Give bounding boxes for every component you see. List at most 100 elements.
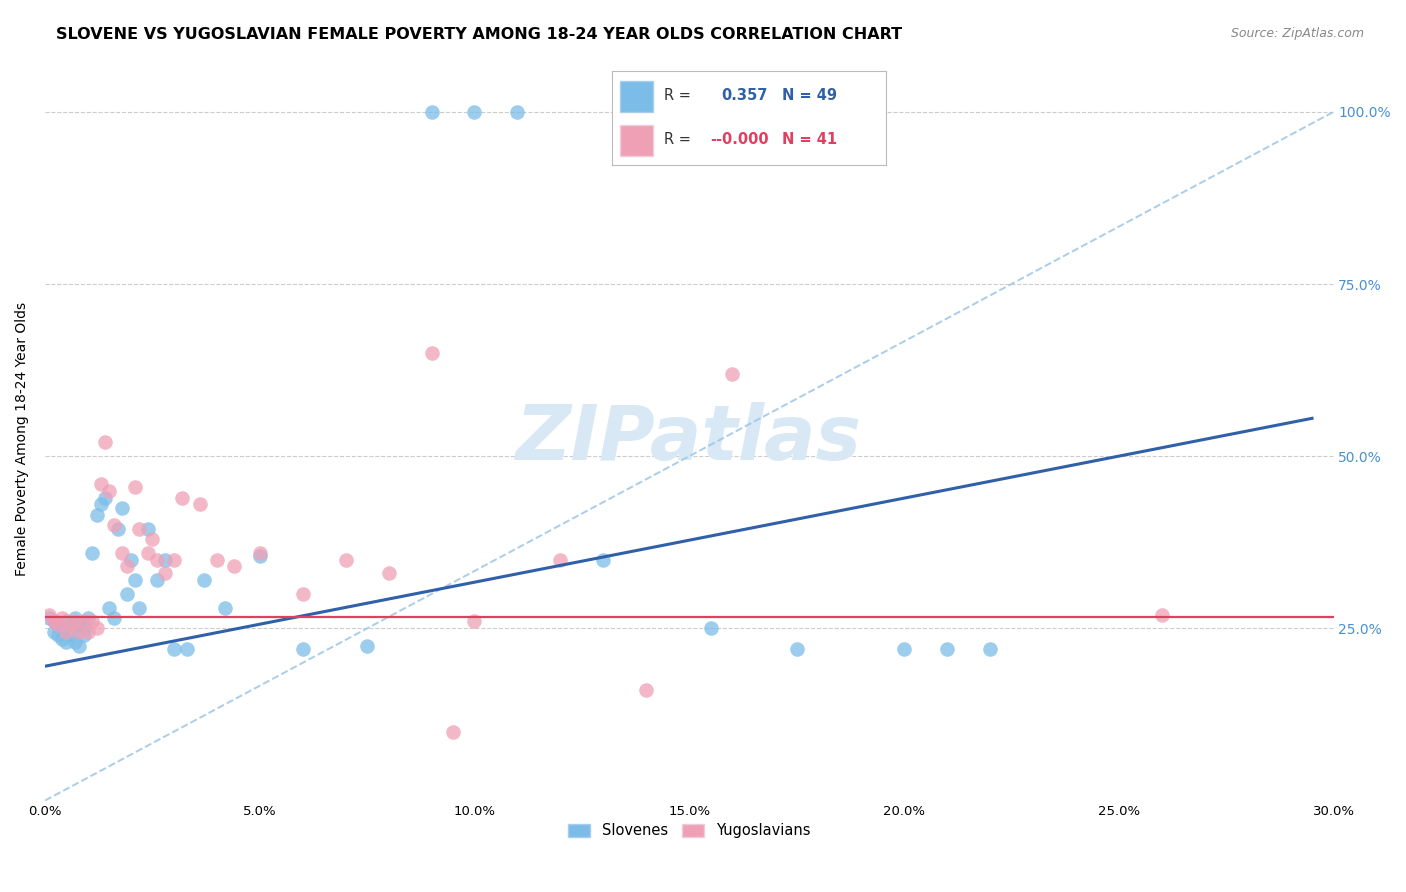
Point <box>163 642 186 657</box>
Point <box>107 522 129 536</box>
Point <box>63 611 86 625</box>
Point <box>188 497 211 511</box>
Point <box>699 621 721 635</box>
Text: N = 49: N = 49 <box>782 87 837 103</box>
Point <box>721 367 744 381</box>
Point <box>42 615 65 629</box>
Point <box>377 566 399 581</box>
Text: R =: R = <box>664 87 690 103</box>
Point <box>936 642 959 657</box>
Point <box>420 104 443 119</box>
Point <box>145 552 167 566</box>
Point <box>128 600 150 615</box>
Point <box>94 435 117 450</box>
Point <box>222 559 245 574</box>
Point <box>441 724 464 739</box>
Point <box>120 552 142 566</box>
Text: ZIPatlas: ZIPatlas <box>516 402 862 476</box>
FancyBboxPatch shape <box>620 81 652 112</box>
Point <box>141 532 163 546</box>
Point <box>124 480 146 494</box>
Point <box>463 615 485 629</box>
Point <box>249 549 271 563</box>
Point <box>356 639 378 653</box>
Point <box>72 621 94 635</box>
Point <box>55 615 77 629</box>
Point <box>506 104 529 119</box>
Point <box>46 618 69 632</box>
Legend: Slovenes, Yugoslavians: Slovenes, Yugoslavians <box>562 817 817 844</box>
Point <box>136 546 159 560</box>
Point <box>51 621 73 635</box>
Point <box>979 642 1001 657</box>
Point <box>176 642 198 657</box>
Point <box>550 552 572 566</box>
Point <box>291 587 314 601</box>
Point <box>38 607 60 622</box>
Point <box>249 546 271 560</box>
Point <box>155 566 177 581</box>
Point <box>115 559 138 574</box>
Point <box>42 615 65 629</box>
Point <box>893 642 915 657</box>
Point <box>463 104 485 119</box>
Point <box>335 552 357 566</box>
Point <box>63 635 86 649</box>
Text: N = 41: N = 41 <box>782 132 837 147</box>
Point <box>46 618 69 632</box>
Point <box>145 573 167 587</box>
Point <box>90 476 112 491</box>
Point <box>72 615 94 629</box>
Point <box>205 552 228 566</box>
Point <box>128 522 150 536</box>
Point <box>163 552 186 566</box>
Point <box>59 618 82 632</box>
Point <box>98 483 121 498</box>
Point <box>193 573 215 587</box>
Point <box>59 621 82 635</box>
Point <box>136 522 159 536</box>
Point <box>86 621 108 635</box>
Point <box>155 552 177 566</box>
Point <box>98 600 121 615</box>
Point <box>1150 607 1173 622</box>
Point <box>46 628 69 642</box>
Point <box>55 624 77 639</box>
Point <box>94 491 117 505</box>
Point <box>111 500 134 515</box>
Point <box>55 635 77 649</box>
Text: Source: ZipAtlas.com: Source: ZipAtlas.com <box>1230 27 1364 40</box>
Point <box>214 600 236 615</box>
Point <box>111 546 134 560</box>
Point <box>67 624 90 639</box>
Text: SLOVENE VS YUGOSLAVIAN FEMALE POVERTY AMONG 18-24 YEAR OLDS CORRELATION CHART: SLOVENE VS YUGOSLAVIAN FEMALE POVERTY AM… <box>56 27 903 42</box>
Point <box>77 624 100 639</box>
Point <box>103 611 125 625</box>
Point <box>786 642 808 657</box>
Point <box>291 642 314 657</box>
Point <box>103 518 125 533</box>
Text: --0.000: --0.000 <box>710 132 769 147</box>
Point <box>38 611 60 625</box>
Point <box>42 624 65 639</box>
FancyBboxPatch shape <box>620 125 652 156</box>
Point <box>77 611 100 625</box>
Point <box>172 491 194 505</box>
Point <box>63 615 86 629</box>
Point <box>420 346 443 360</box>
Point <box>51 611 73 625</box>
Point <box>67 639 90 653</box>
Text: 0.357: 0.357 <box>721 87 768 103</box>
Text: R =: R = <box>664 132 690 147</box>
Point <box>72 628 94 642</box>
Point <box>592 552 614 566</box>
Point <box>67 618 90 632</box>
Point <box>82 546 104 560</box>
Point <box>59 628 82 642</box>
Y-axis label: Female Poverty Among 18-24 Year Olds: Female Poverty Among 18-24 Year Olds <box>15 301 30 576</box>
Point <box>115 587 138 601</box>
Point <box>82 615 104 629</box>
Point <box>636 683 658 698</box>
Point <box>86 508 108 522</box>
Point <box>124 573 146 587</box>
